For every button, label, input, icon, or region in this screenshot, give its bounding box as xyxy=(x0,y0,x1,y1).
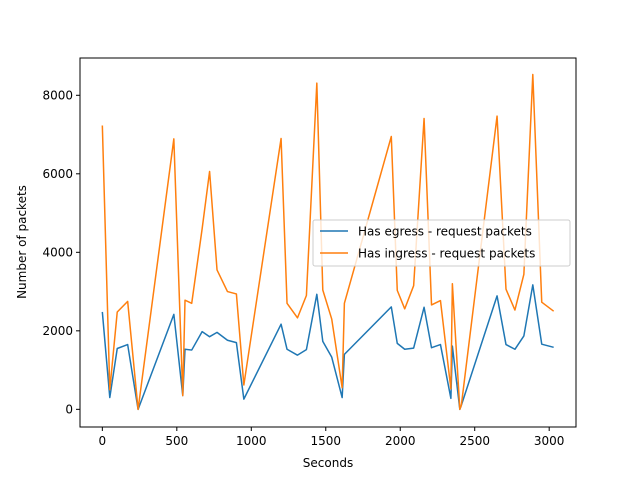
x-axis-label: Seconds xyxy=(303,456,353,470)
series-line-egress xyxy=(101,284,554,411)
x-tick-label: 2500 xyxy=(459,434,490,448)
legend-label-egress: Has egress - request packets xyxy=(358,225,532,239)
x-tick-label: 1500 xyxy=(310,434,341,448)
y-axis-label: Number of packets xyxy=(15,185,29,299)
x-tick-label: 3000 xyxy=(534,434,565,448)
x-tick-label: 1000 xyxy=(236,434,267,448)
y-tick-label: 4000 xyxy=(42,245,73,259)
x-tick-label: 0 xyxy=(99,434,107,448)
y-tick-label: 8000 xyxy=(42,88,73,102)
y-tick-label: 2000 xyxy=(42,324,73,338)
legend-box xyxy=(312,219,571,267)
y-axis-ticks: 0 2000 4000 6000 8000 xyxy=(42,88,80,416)
legend-label-ingress: Has ingress - request packets xyxy=(358,247,535,261)
x-tick-label: 2000 xyxy=(385,434,416,448)
x-axis-ticks: 0 500 1000 1500 2000 2500 3000 xyxy=(99,427,565,448)
y-tick-label: 6000 xyxy=(42,167,73,181)
x-tick-label: 500 xyxy=(165,434,188,448)
series-line-ingress xyxy=(101,73,555,411)
legend: Has egress - request packets Has ingress… xyxy=(312,219,571,267)
plot-lines xyxy=(101,73,555,411)
y-tick-label: 0 xyxy=(65,402,73,416)
plot-frame xyxy=(79,57,577,428)
